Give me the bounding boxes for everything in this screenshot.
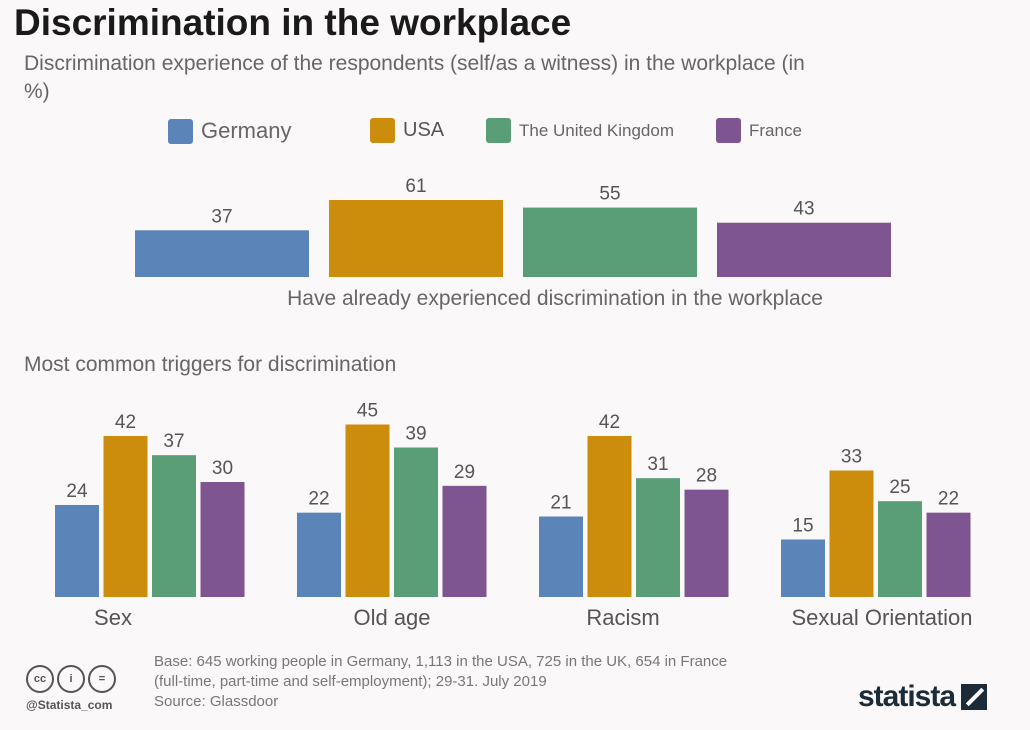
bar-racism-germany xyxy=(539,516,583,597)
no-derivatives-icon: = xyxy=(88,665,116,693)
data-label: 33 xyxy=(841,447,862,468)
bar-france xyxy=(717,222,891,277)
bar-sexual-orientation-the-united-kingdom xyxy=(878,501,922,597)
attribution-icon: i xyxy=(57,665,85,693)
cc-icon: cc xyxy=(26,665,54,693)
data-label: 42 xyxy=(115,412,136,433)
top-chart-label: Have already experienced discrimination … xyxy=(287,287,823,310)
data-label: 24 xyxy=(66,481,88,502)
bar-sex-the-united-kingdom xyxy=(152,455,196,597)
subtitle: Discrimination experience of the respond… xyxy=(24,52,805,103)
legend-label: Germany xyxy=(201,118,292,143)
legend-swatch xyxy=(370,118,395,143)
data-label: 37 xyxy=(163,431,184,452)
legend-swatch xyxy=(716,118,741,143)
legend-swatch xyxy=(486,118,511,143)
data-label: 61 xyxy=(405,176,426,197)
bar-sexual-orientation-france xyxy=(926,512,971,597)
data-label: 30 xyxy=(212,458,233,479)
data-label: 21 xyxy=(550,493,571,514)
statista-logo: statista xyxy=(858,680,988,714)
data-label: 22 xyxy=(308,489,329,510)
legend-uk: The United Kingdom xyxy=(486,118,674,143)
data-label: 37 xyxy=(211,206,232,227)
logo-text: statista xyxy=(858,680,956,713)
footer-notes: Base: 645 working people in Germany, 1,1… xyxy=(154,652,727,712)
data-label: 15 xyxy=(792,516,813,537)
legend-france: France xyxy=(716,118,802,143)
bar-racism-the-united-kingdom xyxy=(636,478,680,597)
legend-swatch xyxy=(168,118,193,144)
data-label: 25 xyxy=(889,477,910,498)
base-note: Base: 645 working people in Germany, 1,1… xyxy=(154,653,728,670)
category-label: Racism xyxy=(586,605,659,630)
data-label: 22 xyxy=(938,489,959,510)
bar-old-age-usa xyxy=(345,424,390,597)
statista-handle: @Statista_com xyxy=(26,698,113,712)
bar-old-age-germany xyxy=(297,512,341,597)
cc-license-icons: cc i = xyxy=(26,665,116,693)
bar-sexual-orientation-usa xyxy=(829,470,874,597)
bar-the-united-kingdom xyxy=(523,207,697,277)
detail-note: (full-time, part-time and self-employmen… xyxy=(154,673,547,690)
data-label: 43 xyxy=(793,199,814,220)
bar-racism-france xyxy=(684,489,729,597)
bar-sexual-orientation-germany xyxy=(781,539,825,597)
data-label: 45 xyxy=(357,401,378,422)
bottom-chart-title: Most common triggers for discrimination xyxy=(24,353,396,376)
data-label: 55 xyxy=(599,184,620,205)
bar-sex-france xyxy=(200,482,245,597)
bar-germany xyxy=(135,230,309,277)
top-bars: 37 61 55 43 xyxy=(135,176,891,277)
legend-germany: Germany xyxy=(168,118,291,144)
data-label: 29 xyxy=(454,462,475,483)
legend-label: The United Kingdom xyxy=(519,120,674,140)
bar-sex-usa xyxy=(103,436,148,597)
source-note: Source: Glassdoor xyxy=(154,693,279,710)
bottom-bars: 24 42 37 30 Sex 22 45 39 29 Old age 21 42 31 28 Racism… xyxy=(55,401,973,630)
legend-label: USA xyxy=(403,119,445,141)
data-label: 42 xyxy=(599,412,620,433)
page-title: Discrimination in the workplace xyxy=(14,2,572,43)
data-label: 39 xyxy=(405,424,426,445)
legend: Germany USA The United Kingdom France xyxy=(0,118,1030,148)
logo-mark-icon xyxy=(961,684,988,710)
bar-sex-germany xyxy=(55,505,99,597)
bar-old-age-the-united-kingdom xyxy=(394,447,438,597)
legend-usa: USA xyxy=(370,118,444,143)
data-label: 31 xyxy=(647,454,668,475)
data-label: 28 xyxy=(696,466,717,487)
bar-old-age-france xyxy=(442,485,487,597)
category-label: Sex xyxy=(94,605,132,630)
bar-usa xyxy=(329,200,503,277)
category-label: Old age xyxy=(353,605,430,630)
legend-label: France xyxy=(749,120,802,140)
bar-racism-usa xyxy=(587,436,632,597)
category-label: Sexual Orientation xyxy=(792,605,973,630)
